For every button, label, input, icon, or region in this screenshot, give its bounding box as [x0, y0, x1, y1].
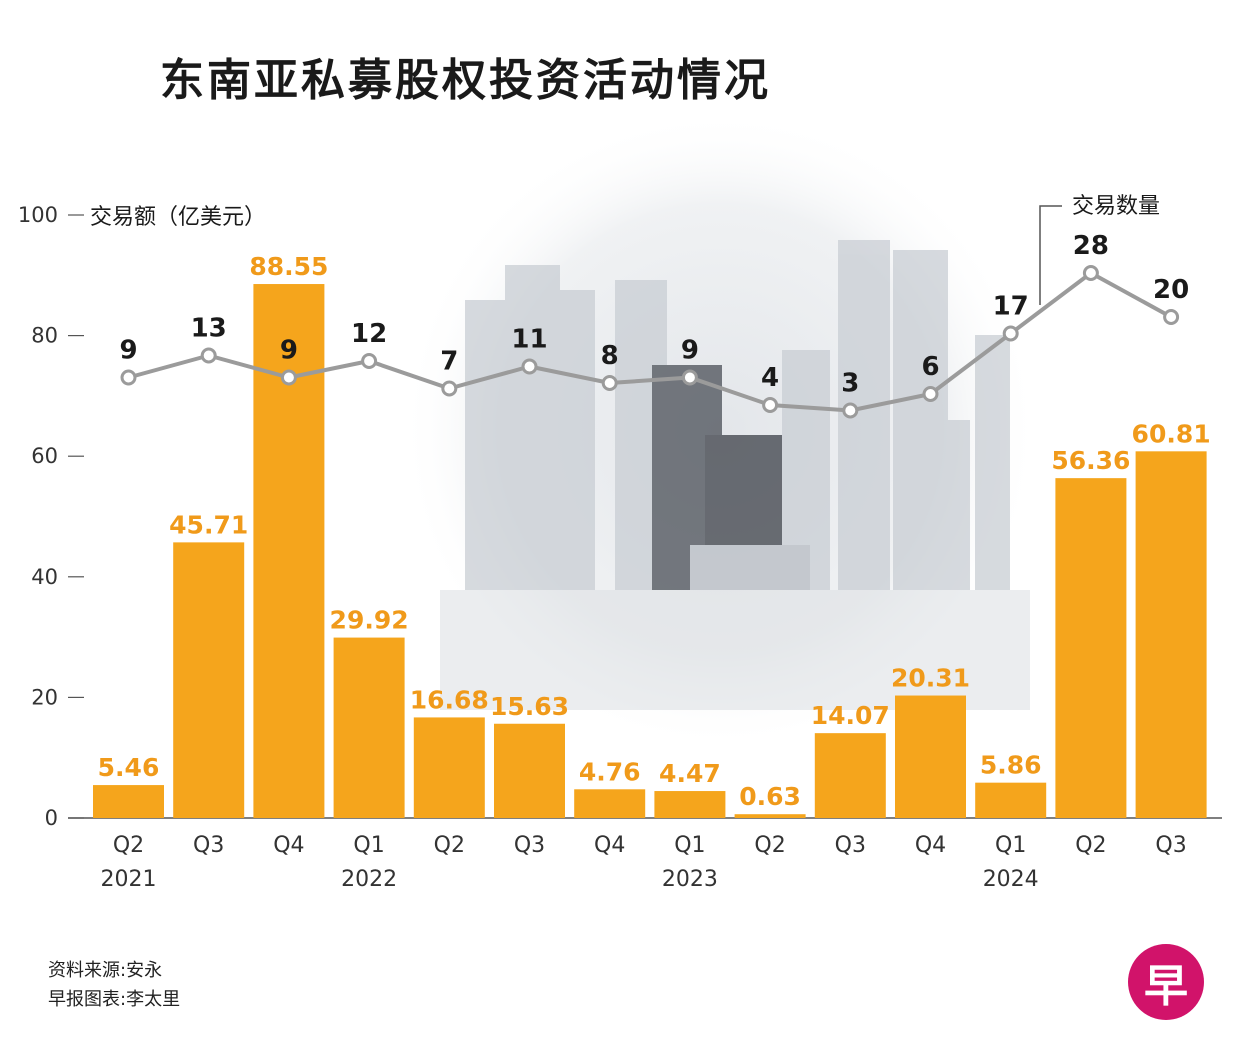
deal-count-label: 4: [761, 363, 779, 393]
x-tick-label: Q4: [915, 833, 946, 858]
bar-value-label: 20.31: [891, 664, 970, 693]
deal-count-point: [280, 369, 297, 386]
deal-count-point: [1002, 325, 1019, 342]
bar-value-label: 16.68: [410, 685, 489, 714]
deal-count-label: 12: [351, 319, 387, 349]
x-axis: Q2 2021 Q3 Q4 Q1 2022 Q2 Q3 Q4 Q1 2023 Q2 Q3 Q4 Q1 2024…: [101, 833, 1187, 892]
x-tick-label: Q2: [754, 833, 785, 858]
line-series-label: 交易数量: [1072, 194, 1160, 219]
bar-value-label: 5.86: [980, 751, 1042, 780]
x-tick-label: Q3: [835, 833, 866, 858]
deal-count-label: 6: [921, 352, 939, 382]
x-tick-year-label: 2024: [983, 867, 1039, 892]
deal-count-label: 9: [119, 336, 137, 366]
deal-count-line: 9 13 9 12 7 11 8 9 4 3 6 17 28 20: [119, 231, 1189, 419]
bar-value-label: 4.47: [659, 759, 721, 788]
deal-count-point: [762, 397, 779, 413]
source-note: 资料来源:安永: [48, 960, 163, 981]
y-tick-label: 20: [31, 685, 58, 709]
deal-count-label: 17: [993, 292, 1029, 322]
bar-value-label: 29.92: [330, 606, 409, 635]
bar-value-label: 15.63: [490, 692, 569, 721]
deal-count-label: 9: [681, 336, 699, 366]
bar: [654, 791, 726, 818]
deal-count-point: [521, 358, 538, 375]
x-tick-label: Q1: [353, 833, 384, 858]
x-tick-label: Q3: [193, 833, 224, 858]
deal-count-label: 28: [1073, 231, 1109, 261]
x-tick-year-label: 2021: [101, 867, 157, 892]
deal-count-label: 3: [841, 369, 859, 399]
bar: [895, 695, 966, 818]
bar-value-label: 4.76: [579, 757, 641, 786]
bar-value-label: 60.81: [1132, 419, 1211, 448]
deal-count-label: 13: [191, 314, 227, 344]
credit-note: 早报图表:李太里: [48, 989, 181, 1010]
x-tick-label: Q1: [995, 833, 1026, 858]
bar: [574, 789, 646, 818]
x-tick-label: Q2: [434, 833, 465, 858]
y-tick-label: 40: [31, 565, 58, 589]
bar: [814, 733, 886, 818]
line-label-leader: [1039, 205, 1062, 305]
deal-count-point: [842, 402, 859, 419]
deal-count-label: 20: [1153, 275, 1189, 305]
y-tick-label: 80: [31, 324, 58, 348]
skyline-backdrop: [400, 110, 1040, 750]
bar: [333, 637, 405, 818]
bar: [93, 785, 164, 818]
deal-count-label: 9: [280, 336, 298, 366]
chart-title: 东南亚私募股权投资活动情况: [160, 55, 771, 106]
bar-value-label: 5.46: [98, 753, 160, 782]
zaobao-logo: 早: [1128, 944, 1204, 1020]
bar-value-labels: 5.46 45.71 88.55 29.92 16.68 15.63 4.76 4.47 0.6…: [98, 252, 1211, 811]
x-tick-label: Q3: [1155, 833, 1186, 858]
deal-count-point: [441, 380, 458, 397]
y-axis-label: 交易额（亿美元）: [90, 205, 266, 230]
bar: [494, 723, 565, 818]
bar-value-label: 56.36: [1051, 446, 1130, 475]
x-tick-label: Q2: [113, 833, 144, 858]
deal-count-label: 7: [440, 347, 458, 377]
bar-value-label: 0.63: [739, 782, 801, 811]
deal-count-point: [200, 347, 217, 364]
y-tick-label: 100: [18, 203, 58, 227]
y-tick-label: 60: [31, 444, 58, 468]
bar: [173, 542, 245, 818]
bar: [975, 782, 1047, 818]
deal-count-polyline: [127, 271, 1173, 413]
bar-value-label: 88.55: [249, 252, 328, 281]
bar-value-label: 45.71: [169, 510, 248, 539]
x-tick-label: Q4: [273, 833, 304, 858]
y-tick-label: 0: [45, 806, 58, 830]
deal-count-point: [1082, 265, 1099, 281]
deal-count-point: [601, 375, 618, 391]
x-tick-label: Q4: [594, 833, 625, 858]
deal-count-point: [1163, 309, 1180, 325]
deal-count-point: [681, 369, 698, 386]
x-tick-label: Q3: [514, 833, 545, 858]
x-tick-label: Q2: [1075, 833, 1106, 858]
deal-count-point: [361, 353, 378, 369]
deal-count-label: 11: [511, 325, 547, 355]
deal-count-point: [120, 369, 137, 386]
x-tick-year-label: 2022: [341, 867, 397, 892]
x-tick-year-label: 2023: [662, 867, 718, 892]
bar-value-label: 14.07: [811, 701, 890, 730]
bar: [1135, 451, 1207, 818]
deal-count-label: 8: [601, 341, 619, 371]
x-tick-label: Q1: [674, 833, 705, 858]
bar: [413, 717, 485, 818]
bar: [734, 814, 806, 818]
deal-count-point: [922, 386, 939, 402]
bar: [1055, 478, 1127, 818]
